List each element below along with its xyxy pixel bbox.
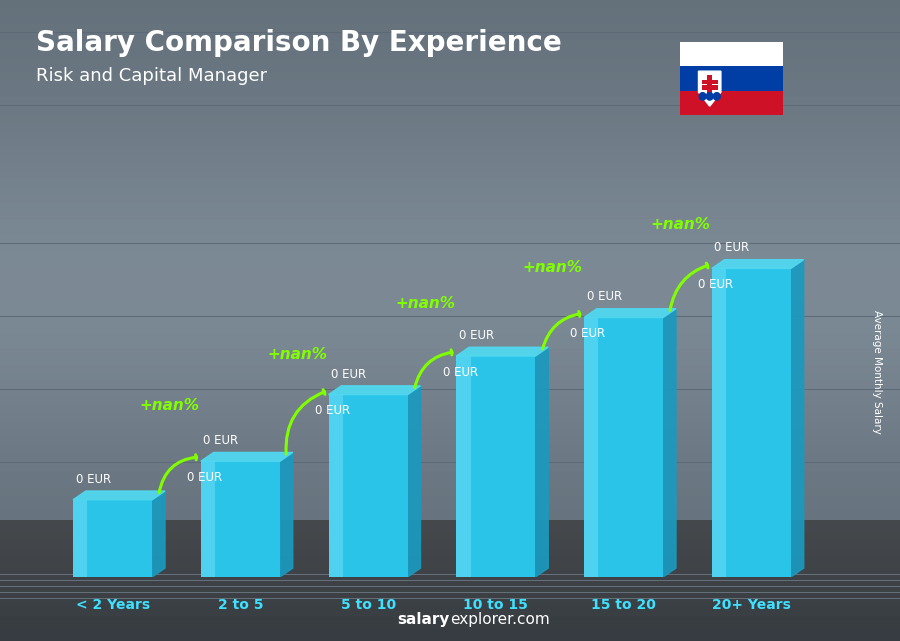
Bar [73, 500, 152, 577]
Text: +nan%: +nan% [140, 398, 200, 413]
Text: 10 to 15: 10 to 15 [464, 598, 528, 612]
Polygon shape [152, 491, 165, 577]
Bar [328, 395, 408, 577]
Text: 0 EUR: 0 EUR [715, 242, 750, 254]
Bar [702, 79, 717, 85]
Text: 5 to 10: 5 to 10 [340, 598, 396, 612]
Text: 0 EUR: 0 EUR [187, 471, 222, 484]
Polygon shape [698, 71, 721, 106]
Text: 0 EUR: 0 EUR [315, 404, 350, 417]
Text: Salary Comparison By Experience: Salary Comparison By Experience [36, 29, 562, 57]
Text: 2 to 5: 2 to 5 [218, 598, 263, 612]
Text: 0 EUR: 0 EUR [698, 278, 733, 291]
Text: 0 EUR: 0 EUR [459, 329, 494, 342]
Polygon shape [712, 260, 804, 269]
Bar [328, 395, 343, 577]
Text: 0 EUR: 0 EUR [203, 434, 238, 447]
Text: 0 EUR: 0 EUR [587, 290, 622, 303]
Bar [712, 269, 726, 577]
Text: < 2 Years: < 2 Years [76, 598, 149, 612]
Bar [456, 356, 536, 577]
Text: +nan%: +nan% [651, 217, 710, 233]
Text: 0 EUR: 0 EUR [331, 367, 366, 381]
Text: Average Monthly Salary: Average Monthly Salary [872, 310, 883, 434]
Bar [584, 317, 598, 577]
Polygon shape [408, 386, 420, 577]
Text: Risk and Capital Manager: Risk and Capital Manager [36, 67, 267, 85]
Polygon shape [791, 260, 804, 577]
Text: 15 to 20: 15 to 20 [591, 598, 656, 612]
Bar [584, 317, 663, 577]
Polygon shape [584, 309, 676, 317]
Text: +nan%: +nan% [523, 260, 582, 274]
Bar [702, 85, 717, 90]
Text: 0 EUR: 0 EUR [571, 327, 606, 340]
Polygon shape [456, 347, 548, 356]
Circle shape [713, 92, 721, 101]
Polygon shape [536, 347, 548, 577]
Bar [707, 76, 712, 96]
Bar [680, 66, 783, 91]
Bar [73, 500, 87, 577]
Bar [680, 91, 783, 115]
Polygon shape [280, 453, 292, 577]
Text: 0 EUR: 0 EUR [443, 366, 478, 379]
Circle shape [706, 92, 714, 101]
Bar [201, 462, 215, 577]
Text: 20+ Years: 20+ Years [712, 598, 791, 612]
Bar [680, 42, 783, 66]
Text: salary: salary [398, 612, 450, 627]
Polygon shape [328, 386, 420, 395]
Polygon shape [73, 491, 165, 500]
Text: explorer.com: explorer.com [450, 612, 550, 627]
Bar [712, 269, 791, 577]
Text: +nan%: +nan% [395, 296, 455, 312]
Text: 0 EUR: 0 EUR [76, 473, 111, 486]
Bar [201, 462, 280, 577]
Polygon shape [201, 453, 292, 462]
Bar [456, 356, 471, 577]
Text: +nan%: +nan% [267, 347, 328, 362]
Polygon shape [663, 309, 676, 577]
Circle shape [698, 92, 706, 101]
